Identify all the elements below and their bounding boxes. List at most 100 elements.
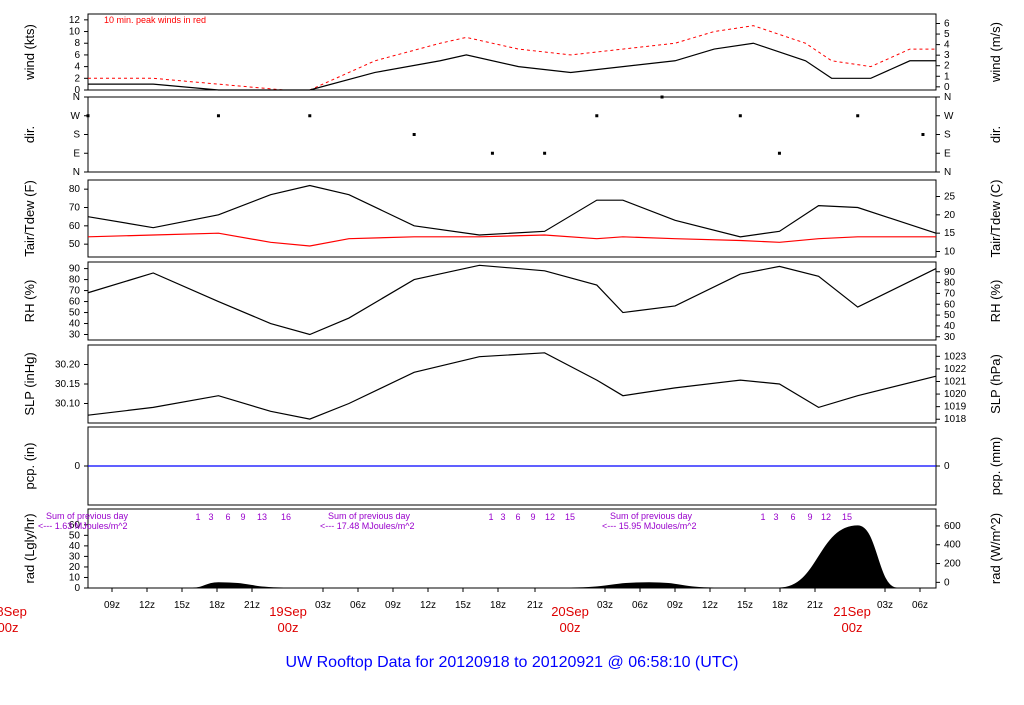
rad-ytick-label-right: 400 bbox=[944, 540, 961, 551]
rad-area-day-3 bbox=[570, 582, 715, 589]
x-date-label: 19Sep bbox=[269, 604, 307, 619]
rad-hour-mark: 1 bbox=[195, 512, 200, 522]
wind-ytick-label-right: 2 bbox=[944, 61, 950, 72]
dir-point bbox=[595, 114, 599, 118]
rad-ylabel-right: rad (W/m^2) bbox=[988, 513, 1003, 584]
rad-hour-mark: 15 bbox=[565, 512, 575, 522]
rad-hour-mark: 3 bbox=[500, 512, 505, 522]
wind-ytick-label-left: 0 bbox=[74, 85, 80, 96]
temp-ytick-label-left: 80 bbox=[69, 184, 81, 195]
dir-ytick-label-right: E bbox=[944, 148, 951, 159]
rh-ytick-label-right: 70 bbox=[944, 288, 956, 299]
dir-point bbox=[777, 151, 781, 155]
wind-ytick-label-right: 5 bbox=[944, 29, 950, 40]
rh-ytick-label-left: 30 bbox=[69, 330, 81, 341]
x-hour-tick-label: 06z bbox=[632, 600, 648, 611]
dir-ytick-label-left: W bbox=[71, 111, 81, 122]
rad-ytick-label-left: 50 bbox=[69, 530, 81, 541]
rh-ytick-label-left: 80 bbox=[69, 275, 81, 286]
temp-frame bbox=[87, 179, 937, 258]
rh-ytick-label-left: 70 bbox=[69, 286, 81, 297]
rad-sum-annotation-line2: <--- 1.63 MJoules/m^2 bbox=[38, 521, 128, 531]
wind-annotation: 10 min. peak winds in red bbox=[104, 15, 206, 25]
rh-ytick-label-right: 80 bbox=[944, 278, 956, 289]
dir-point bbox=[216, 114, 220, 118]
rad-hour-mark: 13 bbox=[257, 512, 267, 522]
rad-hour-mark: 6 bbox=[515, 512, 520, 522]
slp-ytick-label-left: 30.15 bbox=[55, 379, 80, 390]
slp-ytick-label-right: 1018 bbox=[944, 414, 967, 425]
x-hour-tick-label: 03z bbox=[315, 600, 331, 611]
rad-sum-annotation-line2: <--- 15.95 MJoules/m^2 bbox=[602, 521, 697, 531]
pcp-ytick-label-right: 0 bbox=[944, 461, 950, 472]
rh-series-main bbox=[87, 264, 937, 336]
temp-ytick-label-right: 10 bbox=[944, 247, 956, 258]
rad-hour-mark: 15 bbox=[842, 512, 852, 522]
rad-ytick-label-left: 30 bbox=[69, 551, 81, 562]
pcp-panel: pcp. (in) pcp. (mm) 0 0 bbox=[22, 426, 1003, 506]
rad-hour-mark: 12 bbox=[821, 512, 831, 522]
wind-series-peak bbox=[88, 25, 936, 91]
rad-ytick-label-right: 600 bbox=[944, 521, 961, 532]
x-hour-tick-label: 21z bbox=[807, 600, 823, 611]
wind-frame bbox=[87, 13, 937, 91]
pcp-ytick-label-left: 0 bbox=[74, 461, 80, 472]
rad-area-day-4 bbox=[779, 525, 897, 589]
x-hour-tick-label: 21z bbox=[244, 600, 260, 611]
slp-frame bbox=[87, 344, 937, 424]
rad-ytick-label-left: 40 bbox=[69, 541, 81, 552]
dir-point bbox=[412, 133, 416, 136]
x-date-label: 18Sep bbox=[0, 604, 27, 619]
rh-ytick-label-right: 60 bbox=[944, 299, 956, 310]
rad-sum-annotation-line2: <--- 17.48 MJoules/m^2 bbox=[320, 521, 415, 531]
temp-series-main bbox=[87, 184, 937, 238]
x-hour-tick-label: 09z bbox=[667, 600, 683, 611]
temp-ytick-label-left: 50 bbox=[69, 239, 81, 250]
rad-ytick-label-left: 20 bbox=[69, 562, 81, 573]
wind-ylabel-right: wind (m/s) bbox=[988, 22, 1003, 83]
rad-hour-mark: 3 bbox=[208, 512, 213, 522]
wind-series-main bbox=[88, 42, 936, 91]
slp-ylabel-right: SLP (hPa) bbox=[988, 354, 1003, 414]
x-hour-tick-label: 06z bbox=[912, 600, 928, 611]
dir-point bbox=[490, 151, 494, 155]
wind-ylabel-left: wind (kts) bbox=[22, 24, 37, 81]
rad-sum-annotation-line1: Sum of previous day bbox=[328, 511, 411, 521]
slp-panel: SLP (inHg) SLP (hPa)30.1030.1530.20101810… bbox=[22, 344, 1003, 425]
x-date-label-time: 00z bbox=[842, 620, 863, 635]
dir-ytick-label-right: W bbox=[944, 111, 954, 122]
rad-hour-mark: 1 bbox=[488, 512, 493, 522]
rad-ytick-label-left: 10 bbox=[69, 572, 81, 583]
dir-ytick-label-right: N bbox=[944, 167, 951, 178]
dir-point bbox=[543, 151, 547, 155]
rad-hour-mark: 9 bbox=[530, 512, 535, 522]
dir-point bbox=[921, 133, 925, 136]
temp-ylabel-left: Tair/Tdew (F) bbox=[22, 180, 37, 257]
wind-ytick-label-right: 4 bbox=[944, 40, 950, 51]
rad-panel: rad (Lgly/hr) rad (W/m^2)0102030405060020… bbox=[22, 508, 1003, 594]
slp-ytick-label-right: 1019 bbox=[944, 402, 967, 413]
dir-point bbox=[86, 114, 90, 118]
footer-title: UW Rooftop Data for 20120918 to 20120921… bbox=[286, 654, 739, 671]
wind-ytick-label-left: 6 bbox=[74, 50, 80, 61]
slp-ylabel-left: SLP (inHg) bbox=[22, 352, 37, 415]
wind-ytick-label-left: 10 bbox=[69, 27, 81, 38]
wind-ytick-label-right: 0 bbox=[944, 82, 950, 93]
wind-ytick-label-left: 8 bbox=[74, 38, 80, 49]
rh-ytick-label-right: 90 bbox=[944, 267, 956, 278]
wind-ytick-label-left: 2 bbox=[74, 73, 80, 84]
dir-frame bbox=[87, 96, 937, 173]
temp-series-dewpoint bbox=[87, 232, 936, 247]
rh-ytick-label-left: 90 bbox=[69, 264, 81, 275]
rad-ytick-label-left: 0 bbox=[74, 583, 80, 594]
x-hour-tick-label: 15z bbox=[737, 600, 753, 611]
rad-hour-mark: 6 bbox=[225, 512, 230, 522]
x-hour-tick-label: 12z bbox=[420, 600, 436, 611]
rad-sum-annotation-line1: Sum of previous day bbox=[46, 511, 129, 521]
rad-hour-mark: 1 bbox=[760, 512, 765, 522]
temp-panel: Tair/Tdew (F) Tair/Tdew (C) 50 60 70 80 10 15 20… bbox=[22, 179, 1003, 257]
